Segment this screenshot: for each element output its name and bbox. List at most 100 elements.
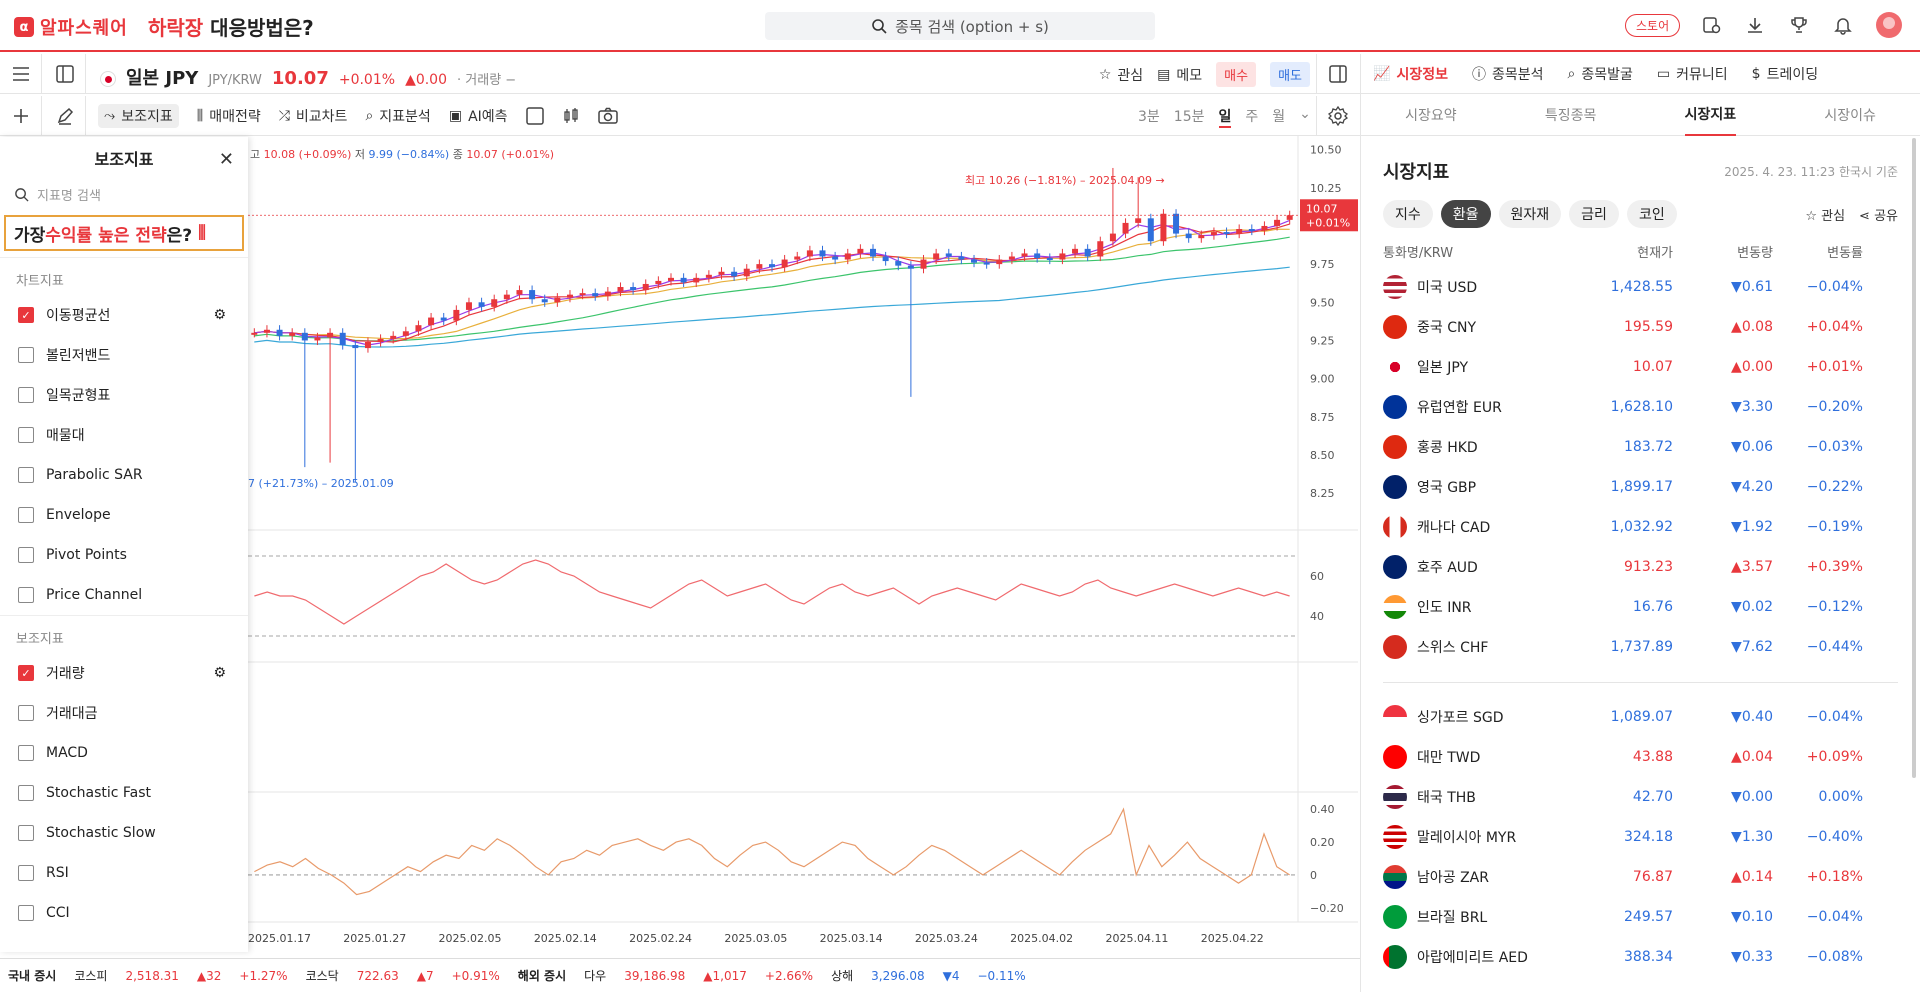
gear-icon[interactable]: ⚙ <box>213 665 226 681</box>
analysis-button[interactable]: ⌕ 지표분석 <box>365 106 430 126</box>
buy-button[interactable]: 매수 <box>1216 62 1257 87</box>
table-row[interactable]: 캐나다 CAD 1,032.92 ▼1.92 −0.19% <box>1361 507 1920 547</box>
table-row[interactable]: 홍콩 HKD 183.72 ▼0.06 −0.03% <box>1361 427 1920 467</box>
layout-panel-icon[interactable] <box>44 54 86 94</box>
period-day[interactable]: 일 <box>1218 106 1232 128</box>
table-row[interactable]: 아랍에미리트 AED 388.34 ▼0.33 −0.08% <box>1361 937 1920 977</box>
checkbox[interactable] <box>18 905 34 921</box>
indicators-button[interactable]: ⤳ 보조지표 <box>98 104 179 128</box>
indicator-item[interactable]: Stochastic Slow <box>0 813 248 853</box>
indicator-item[interactable]: Stochastic Fast <box>0 773 248 813</box>
coin-icon[interactable] <box>1700 14 1722 36</box>
table-row[interactable]: 영국 GBP 1,899.17 ▼4.20 −0.22% <box>1361 467 1920 507</box>
ticker-kospi-label[interactable]: 코스피 <box>74 969 108 983</box>
table-row[interactable]: 남아공 ZAR 76.87 ▲0.14 +0.18% <box>1361 857 1920 897</box>
period-15min[interactable]: 15분 <box>1173 109 1205 125</box>
tab-stock-analysis[interactable]: ⓘ 종목분석 <box>1460 64 1556 84</box>
gear-icon[interactable]: ⚙ <box>213 307 226 323</box>
watch-market-button[interactable]: ☆ 관심 <box>1805 205 1845 224</box>
indicator-item[interactable]: CCI <box>0 893 248 933</box>
chart-settings-icon[interactable] <box>1316 96 1358 136</box>
ticker-dow-label[interactable]: 다우 <box>584 969 607 983</box>
indicator-item[interactable]: RSI <box>0 853 248 893</box>
avatar[interactable] <box>1876 12 1902 38</box>
search-input[interactable]: 종목 검색 (option + s) <box>765 12 1155 40</box>
indicator-item[interactable]: Pivot Points <box>0 535 248 575</box>
indicator-item[interactable]: MACD <box>0 733 248 773</box>
tab-trading[interactable]: $ 트레이딩 <box>1740 64 1830 84</box>
chip-commodity[interactable]: 원자재 <box>1498 200 1562 228</box>
subtab-featured[interactable]: 특징종목 <box>1544 107 1597 124</box>
sell-button[interactable]: 매도 <box>1270 62 1310 87</box>
indicator-item[interactable]: 거래대금 <box>0 693 248 733</box>
chip-index[interactable]: 지수 <box>1383 200 1433 228</box>
table-row[interactable]: 싱가포르 SGD 1,089.07 ▼0.40 −0.04% <box>1361 697 1920 737</box>
checkbox[interactable]: ✓ <box>18 307 34 323</box>
table-row[interactable]: 인도 INR 16.76 ▼0.02 −0.12% <box>1361 587 1920 627</box>
subtab-indicators[interactable]: 시장지표 <box>1684 94 1737 136</box>
table-row[interactable]: 스위스 CHF 1,737.89 ▼7.62 −0.44% <box>1361 627 1920 667</box>
checkbox[interactable] <box>18 745 34 761</box>
menu-icon[interactable] <box>0 54 42 94</box>
table-row[interactable]: 중국 CNY 195.59 ▲0.08 +0.04% <box>1361 307 1920 347</box>
checkbox[interactable] <box>18 507 34 523</box>
indicator-item[interactable]: ✓ 거래량 ⚙ <box>0 653 248 693</box>
store-button[interactable]: 스토어 <box>1625 14 1681 37</box>
table-row[interactable]: 유럽연합 EUR 1,628.10 ▼3.30 −0.20% <box>1361 387 1920 427</box>
period-week[interactable]: 주 <box>1245 109 1259 125</box>
subtab-issues[interactable]: 시장이슈 <box>1824 107 1876 124</box>
indicator-item[interactable]: Envelope <box>0 495 248 535</box>
memo-button[interactable]: ▤ 메모 <box>1157 65 1202 85</box>
scrollbar[interactable] <box>1912 138 1916 778</box>
indicator-item[interactable]: Parabolic SAR <box>0 455 248 495</box>
box-icon[interactable] <box>525 107 544 125</box>
chevron-down-icon[interactable]: ⌄ <box>1299 106 1311 122</box>
subtab-summary[interactable]: 시장요약 <box>1405 107 1457 124</box>
period-month[interactable]: 월 <box>1272 109 1286 125</box>
checkbox[interactable] <box>18 467 34 483</box>
indicator-search-input[interactable]: 지표명 검색 <box>0 179 248 209</box>
right-panel-toggle-icon[interactable] <box>1316 54 1358 94</box>
watch-button[interactable]: ☆ 관심 <box>1099 65 1143 85</box>
checkbox[interactable] <box>18 347 34 363</box>
checkbox[interactable] <box>18 547 34 563</box>
tab-market-info[interactable]: 📈 시장정보 <box>1361 64 1460 84</box>
checkbox[interactable] <box>18 865 34 881</box>
checkbox[interactable] <box>18 587 34 603</box>
chip-rate[interactable]: 금리 <box>1569 200 1619 228</box>
ticker-shanghai-label[interactable]: 상해 <box>831 969 854 983</box>
tab-community[interactable]: ▭ 커뮤니티 <box>1645 64 1740 84</box>
compare-button[interactable]: ⤮ 비교차트 <box>279 106 348 126</box>
table-row[interactable]: 브라질 BRL 249.57 ▼0.10 −0.04% <box>1361 897 1920 937</box>
strategy-promo-banner[interactable]: 가장 수익률 높은 전략 은? ⫼ <box>4 215 244 251</box>
checkbox[interactable] <box>18 785 34 801</box>
table-row[interactable]: 말레이시아 MYR 324.18 ▼1.30 −0.40% <box>1361 817 1920 857</box>
checkbox[interactable] <box>18 427 34 443</box>
symbol-name[interactable]: 일본 JPY <box>126 68 199 89</box>
checkbox[interactable] <box>18 387 34 403</box>
table-row[interactable]: 호주 AUD 913.23 ▲3.57 +0.39% <box>1361 547 1920 587</box>
indicator-item[interactable]: 일목균형표 <box>0 375 248 415</box>
indicator-item[interactable]: 볼린저밴드 <box>0 335 248 375</box>
promo-banner[interactable]: 하락장 대응방법은? <box>148 12 314 41</box>
checkbox[interactable] <box>18 705 34 721</box>
indicator-item[interactable]: ✓ 이동평균선 ⚙ <box>0 295 248 335</box>
chip-coin[interactable]: 코인 <box>1626 200 1677 228</box>
indicator-item[interactable]: 매물대 <box>0 415 248 455</box>
ticker-kosdaq-label[interactable]: 코스닥 <box>305 969 339 983</box>
table-row[interactable]: 대만 TWD 43.88 ▲0.04 +0.09% <box>1361 737 1920 777</box>
period-3min[interactable]: 3분 <box>1138 109 1160 125</box>
table-row[interactable]: 태국 THB 42.70 ▼0.00 0.00% <box>1361 777 1920 817</box>
table-row[interactable]: 일본 JPY 10.07 ▲0.00 +0.01% <box>1361 347 1920 387</box>
ai-predict-button[interactable]: ▣ AI예측 <box>449 106 508 126</box>
strategy-button[interactable]: ⫼ 매매전략 <box>197 106 261 126</box>
camera-icon[interactable] <box>597 107 618 125</box>
close-icon[interactable]: ✕ <box>218 149 234 170</box>
indicator-item[interactable]: Price Channel <box>0 575 248 615</box>
add-icon[interactable] <box>0 96 42 136</box>
tab-stock-discovery[interactable]: ⌕ 종목발굴 <box>1556 64 1645 84</box>
download-icon[interactable] <box>1744 14 1766 36</box>
pen-icon[interactable] <box>44 96 86 136</box>
logo[interactable]: α 알파스퀘어 <box>14 14 128 40</box>
share-button[interactable]: ⋖ 공유 <box>1859 205 1898 224</box>
